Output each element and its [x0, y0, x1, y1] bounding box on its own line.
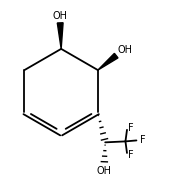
- Text: OH: OH: [97, 166, 112, 176]
- Text: F: F: [128, 122, 133, 132]
- Text: OH: OH: [117, 45, 132, 55]
- Polygon shape: [98, 53, 118, 70]
- Text: F: F: [140, 135, 146, 145]
- Text: OH: OH: [53, 11, 68, 21]
- Polygon shape: [57, 23, 63, 49]
- Text: F: F: [128, 150, 133, 160]
